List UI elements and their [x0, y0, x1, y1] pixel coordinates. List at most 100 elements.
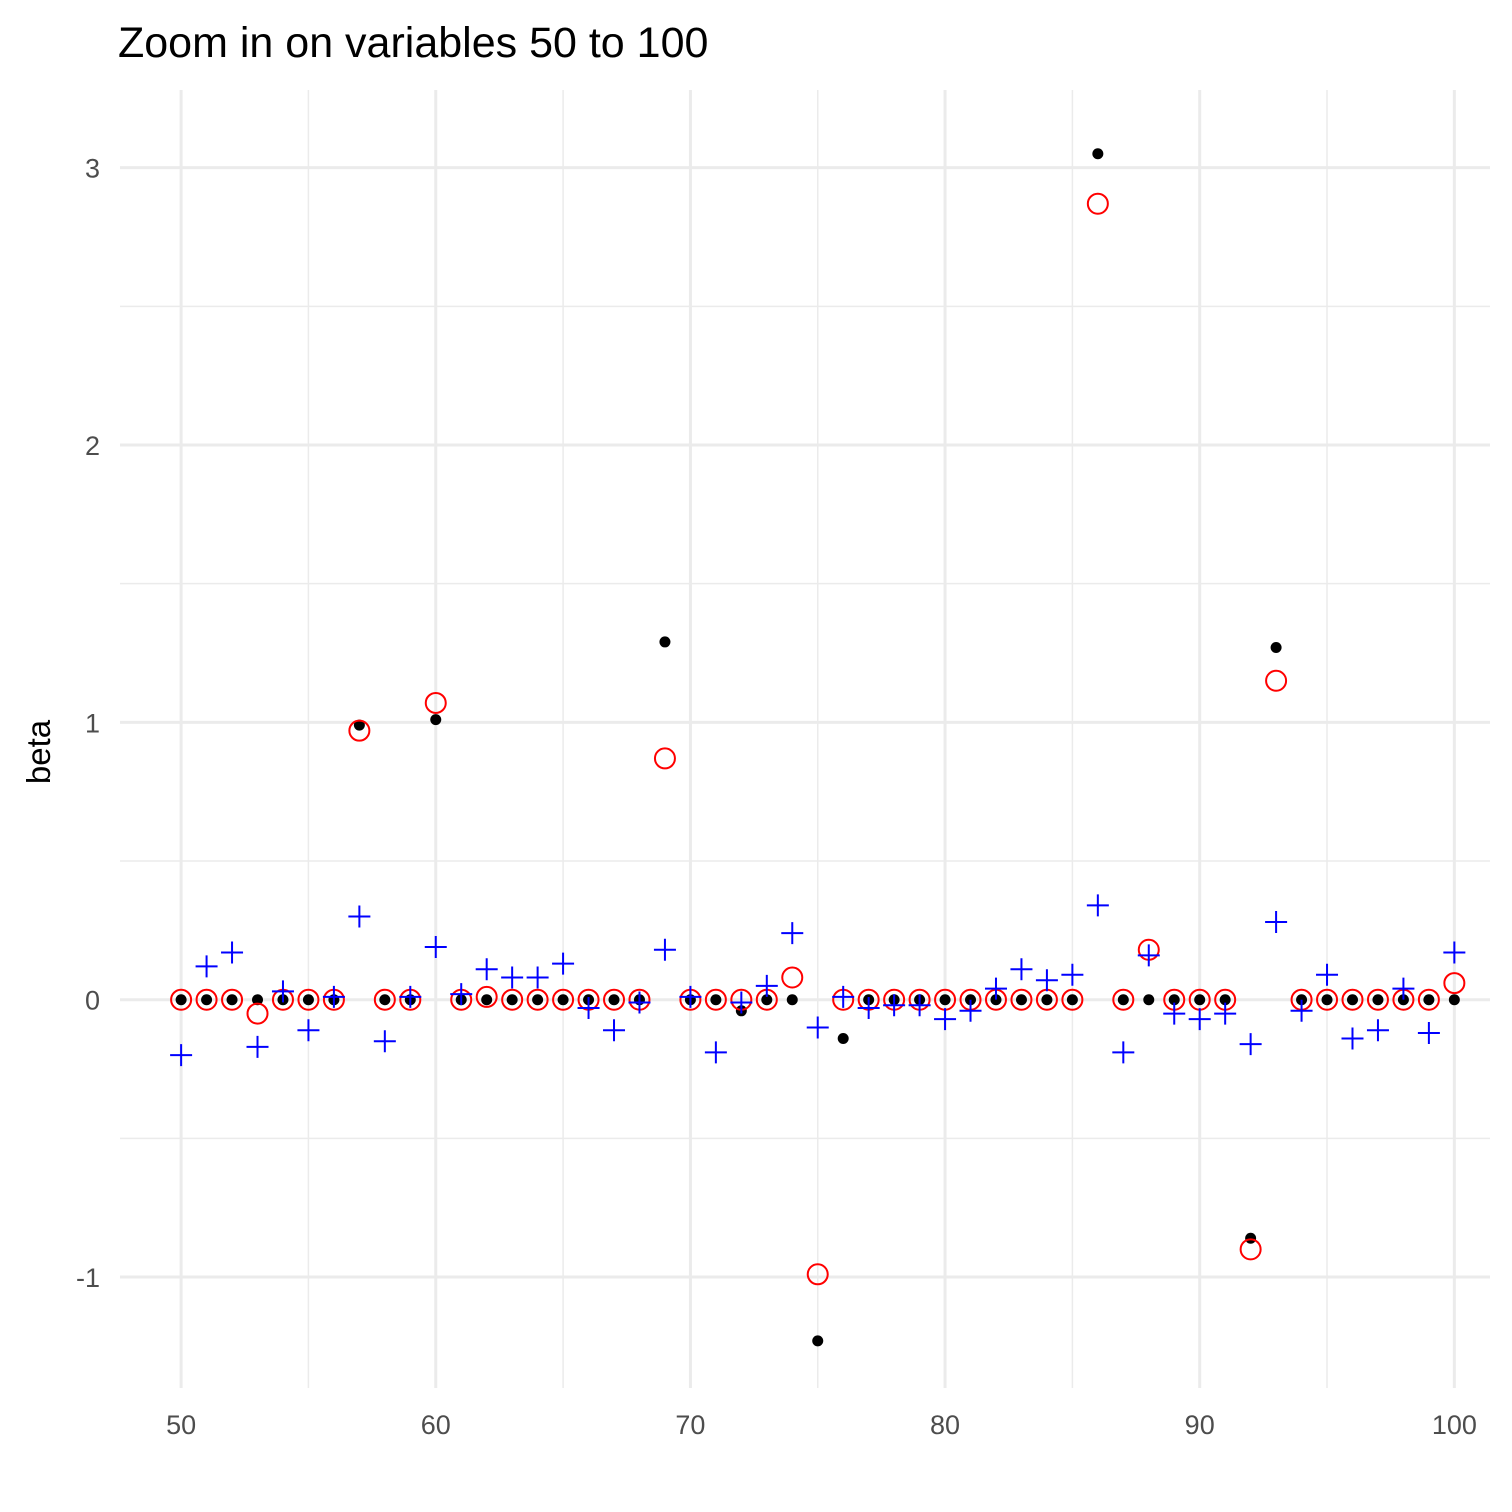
x-tick-label: 50: [166, 1410, 196, 1440]
point-plus: [322, 985, 345, 1008]
point-plus: [1010, 958, 1033, 981]
point-plus: [934, 1008, 957, 1031]
point-open-circle: [653, 747, 676, 770]
data-points: [170, 148, 1466, 1347]
point-plus: [373, 1030, 396, 1053]
point-plus: [1086, 894, 1109, 917]
point-filled: [1270, 641, 1282, 653]
point-filled: [1321, 994, 1333, 1006]
point-plus: [984, 977, 1007, 1000]
point-open-circle: [348, 719, 371, 742]
point-plus: [628, 991, 651, 1014]
chart-title: Zoom in on variables 50 to 100: [118, 19, 708, 67]
point-plus: [832, 985, 855, 1008]
point-open-circle: [424, 691, 447, 714]
point-plus: [908, 994, 931, 1017]
point-plus: [246, 1035, 269, 1058]
point-open-circle: [552, 988, 575, 1011]
x-tick-label: 100: [1432, 1410, 1477, 1440]
point-filled: [1168, 994, 1180, 1006]
point-filled: [1448, 994, 1460, 1006]
point-filled: [761, 994, 773, 1006]
point-open-circle: [1061, 988, 1084, 1011]
point-plus: [883, 994, 906, 1017]
x-tick-label: 60: [421, 1410, 451, 1440]
x-tick-label: 80: [930, 1410, 960, 1440]
point-plus: [424, 936, 447, 959]
point-open-circle: [1086, 192, 1109, 215]
point-filled: [1397, 994, 1409, 1006]
y-tick-label: 2: [85, 431, 100, 461]
point-plus: [501, 966, 524, 989]
point-open-circle: [501, 988, 524, 1011]
y-tick-label: 1: [85, 708, 100, 738]
point-filled: [1143, 994, 1155, 1006]
point-open-circle: [806, 1263, 829, 1286]
point-filled: [939, 994, 951, 1006]
point-plus: [170, 1044, 193, 1067]
point-plus: [1316, 963, 1339, 986]
point-plus: [297, 1019, 320, 1042]
y-axis-label: beta: [20, 719, 57, 784]
point-plus: [552, 952, 575, 975]
point-open-circle: [526, 988, 549, 1011]
point-plus: [475, 958, 498, 981]
point-plus: [1035, 969, 1058, 992]
point-open-circle: [1417, 988, 1440, 1011]
point-filled: [1423, 994, 1435, 1006]
point-open-circle: [170, 988, 193, 1011]
point-plus: [1239, 1033, 1262, 1056]
point-plus: [526, 966, 549, 989]
point-filled: [990, 994, 1002, 1006]
point-filled: [379, 994, 391, 1006]
point-filled: [1296, 994, 1308, 1006]
point-open-circle: [1239, 1238, 1262, 1261]
point-open-circle: [603, 988, 626, 1011]
point-open-circle: [297, 988, 320, 1011]
point-filled: [710, 994, 722, 1006]
point-plus: [653, 938, 676, 961]
point-filled: [353, 719, 365, 731]
point-open-circle: [781, 966, 804, 989]
y-tick-label: 3: [85, 154, 100, 184]
point-plus: [1112, 1041, 1135, 1064]
point-open-circle: [1366, 988, 1389, 1011]
point-plus: [221, 941, 244, 964]
point-plus: [1214, 1002, 1237, 1025]
point-filled: [837, 1033, 849, 1045]
point-plus: [959, 999, 982, 1022]
point-filled: [965, 994, 977, 1006]
point-plus: [577, 997, 600, 1020]
point-plus: [679, 985, 702, 1008]
point-plus: [399, 985, 422, 1008]
point-plus: [806, 1016, 829, 1039]
point-plus: [1188, 1008, 1211, 1031]
point-filled: [532, 994, 544, 1006]
y-tick-label: -1: [76, 1263, 100, 1293]
point-plus: [1392, 977, 1415, 1000]
point-open-circle: [1265, 669, 1288, 692]
point-plus: [1443, 941, 1466, 964]
point-filled: [252, 994, 264, 1006]
point-open-circle: [475, 985, 498, 1008]
point-plus: [755, 974, 778, 997]
point-plus: [271, 980, 294, 1003]
point-filled: [659, 636, 671, 648]
point-open-circle: [1341, 988, 1364, 1011]
point-plus: [857, 997, 880, 1020]
point-filled: [481, 994, 493, 1006]
point-plus: [704, 1041, 727, 1064]
series-plus: [170, 894, 1466, 1067]
point-plus: [1341, 1027, 1364, 1050]
point-plus: [781, 922, 804, 945]
point-open-circle: [221, 988, 244, 1011]
point-plus: [1163, 1002, 1186, 1025]
point-open-circle: [1316, 988, 1339, 1011]
point-filled: [812, 1335, 824, 1347]
x-tick-label: 70: [675, 1410, 705, 1440]
point-filled: [608, 994, 620, 1006]
point-open-circle: [1010, 988, 1033, 1011]
minor-gridlines: [120, 90, 1490, 1388]
point-filled: [1117, 994, 1129, 1006]
